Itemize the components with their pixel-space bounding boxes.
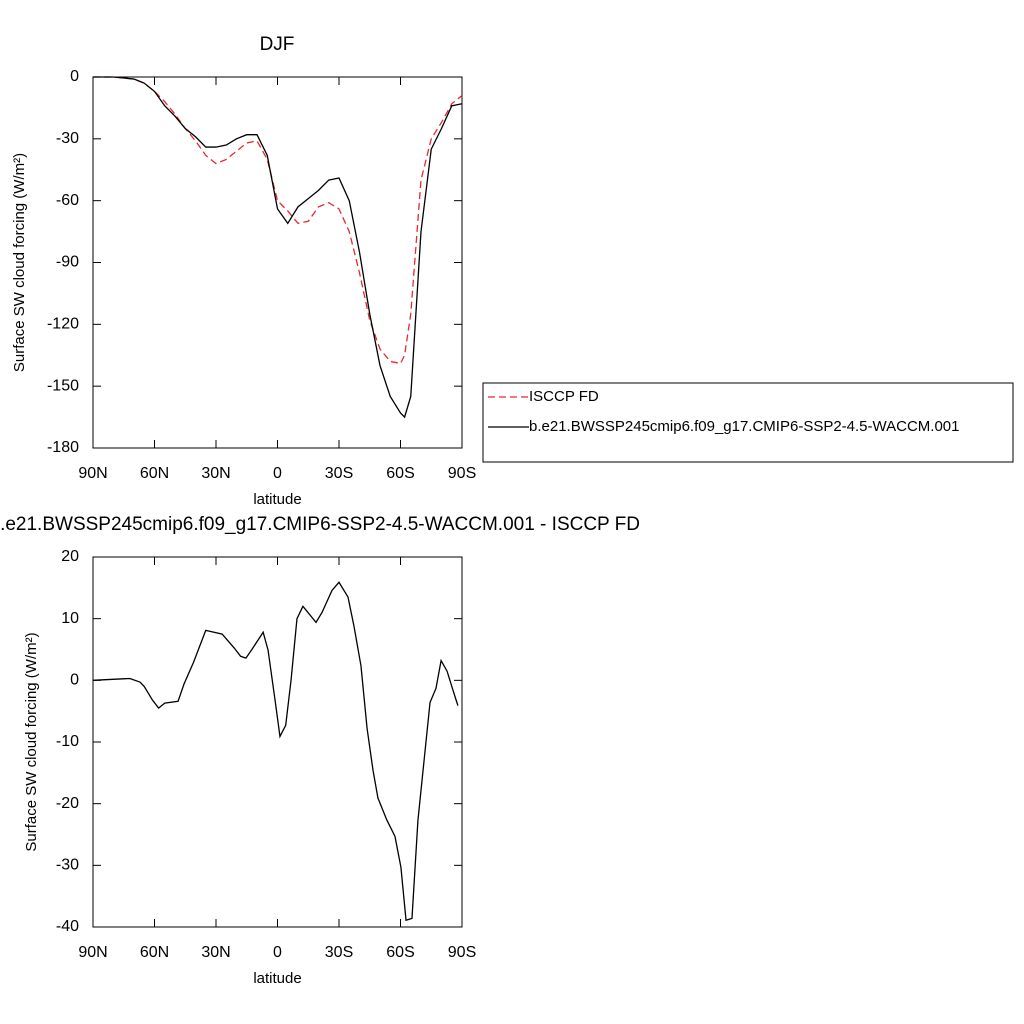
x-tick-label: 60N bbox=[140, 465, 169, 482]
y-tick-label: 10 bbox=[61, 610, 79, 627]
y-tick-label: -120 bbox=[47, 316, 79, 333]
y-tick-label: -90 bbox=[56, 254, 79, 271]
chart-title: b.e21.BWSSP245cmip6.f09_g17.CMIP6-SSP2-4… bbox=[0, 514, 640, 535]
y-tick-label: -40 bbox=[56, 918, 79, 935]
y-tick-label: -30 bbox=[56, 130, 79, 147]
y-tick-label: -60 bbox=[56, 192, 79, 209]
y-tick-label: -30 bbox=[56, 857, 79, 874]
x-tick-label: 30S bbox=[325, 944, 353, 961]
plot-frame bbox=[92, 556, 463, 928]
x-tick-label: 60N bbox=[140, 944, 169, 961]
x-tick-label: 90S bbox=[448, 465, 476, 482]
legend-box bbox=[482, 382, 1014, 463]
legend-label: b.e21.BWSSP245cmip6.f09_g17.CMIP6-SSP2-4… bbox=[529, 418, 959, 435]
y-axis-label: Surface SW cloud forcing (W/m²) bbox=[23, 632, 40, 851]
x-tick-label: 30N bbox=[201, 944, 230, 961]
chart-title: DJF bbox=[260, 34, 295, 55]
data-line bbox=[93, 76, 463, 365]
x-tick-label: 90N bbox=[78, 465, 107, 482]
x-tick-label: 60S bbox=[386, 944, 414, 961]
y-tick-label: -180 bbox=[47, 439, 79, 456]
x-tick-label: 0 bbox=[273, 465, 282, 482]
y-tick-label: -150 bbox=[47, 377, 79, 394]
y-tick-label: 20 bbox=[61, 548, 79, 565]
x-axis-label: latitude bbox=[253, 970, 301, 987]
y-axis-label: Surface SW cloud forcing (W/m²) bbox=[11, 153, 28, 372]
plot-frame bbox=[92, 76, 463, 449]
y-tick-label: -20 bbox=[56, 795, 79, 812]
y-tick-label: -10 bbox=[56, 733, 79, 750]
x-tick-label: 0 bbox=[273, 944, 282, 961]
x-tick-label: 90S bbox=[448, 944, 476, 961]
x-axis-label: latitude bbox=[253, 491, 301, 508]
y-tick-label: 0 bbox=[70, 672, 79, 689]
legend-label: ISCCP FD bbox=[529, 388, 599, 405]
data-line bbox=[92, 581, 459, 922]
data-line bbox=[93, 76, 463, 419]
x-tick-label: 30S bbox=[325, 465, 353, 482]
x-tick-label: 60S bbox=[386, 465, 414, 482]
y-tick-label: 0 bbox=[70, 68, 79, 85]
x-tick-label: 90N bbox=[78, 944, 107, 961]
x-tick-label: 30N bbox=[201, 465, 230, 482]
